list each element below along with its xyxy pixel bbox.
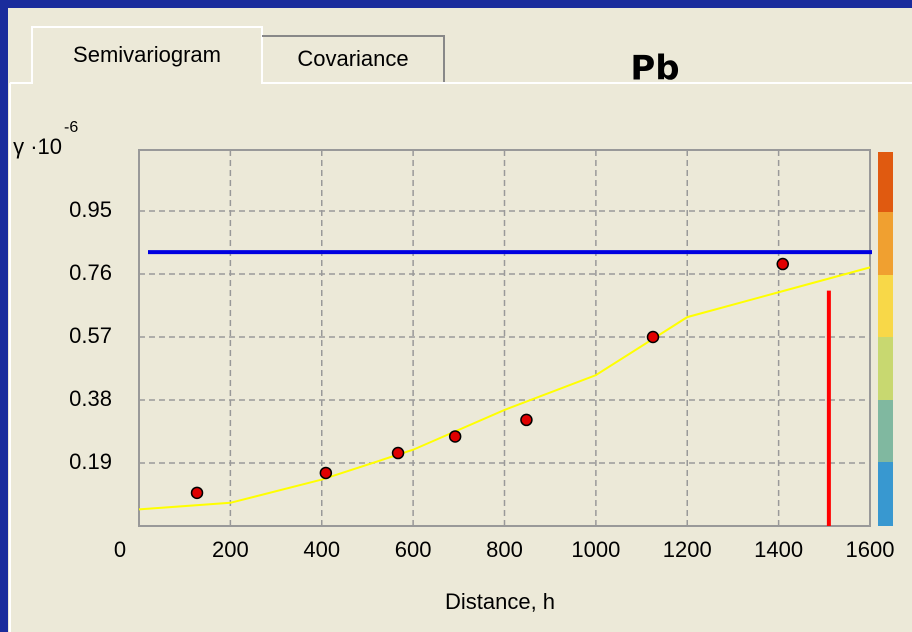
- point: [391, 446, 405, 460]
- color-bar: [878, 275, 893, 337]
- color-bar: [878, 462, 893, 526]
- color-bar: [878, 337, 893, 400]
- x-axis-label: Distance, h: [445, 589, 555, 614]
- tab-label[interactable]: Semivariogram: [73, 42, 221, 67]
- model-curve: [138, 266, 871, 511]
- y-tick-label: 0.38: [69, 386, 112, 411]
- x-tick-label: 1600: [846, 537, 895, 562]
- point: [646, 330, 660, 344]
- x-tick-label: 800: [486, 537, 523, 562]
- y-tick-label: 0.76: [69, 260, 112, 285]
- point: [319, 466, 333, 480]
- point: [448, 430, 462, 443]
- color-bar: [878, 212, 893, 275]
- x-tick-label: 600: [395, 537, 432, 562]
- x-tick-label: 200: [212, 537, 249, 562]
- y-axis-label: γ ·10: [13, 134, 62, 159]
- point: [776, 257, 789, 271]
- tab[interactable]: [262, 35, 445, 82]
- y-tick-label: 0.57: [69, 323, 112, 348]
- y-axis-label-exponent: -6: [64, 119, 78, 136]
- color-bar: [878, 152, 893, 212]
- point: [520, 413, 533, 427]
- chart-title: Pb: [630, 49, 679, 89]
- x-tick-label: 0: [114, 537, 126, 562]
- x-tick-label: 1000: [571, 537, 620, 562]
- y-tick-label: 0.95: [69, 197, 112, 222]
- x-tick-label: 1400: [754, 537, 803, 562]
- color-bar: [878, 400, 893, 462]
- x-tick-label: 400: [303, 537, 340, 562]
- tab-label[interactable]: Covariance: [297, 46, 408, 71]
- tab-active[interactable]: [31, 26, 263, 84]
- x-tick-label: 1200: [663, 537, 712, 562]
- point: [190, 486, 204, 500]
- y-tick-label: 0.19: [69, 449, 112, 474]
- panel: [8, 8, 912, 632]
